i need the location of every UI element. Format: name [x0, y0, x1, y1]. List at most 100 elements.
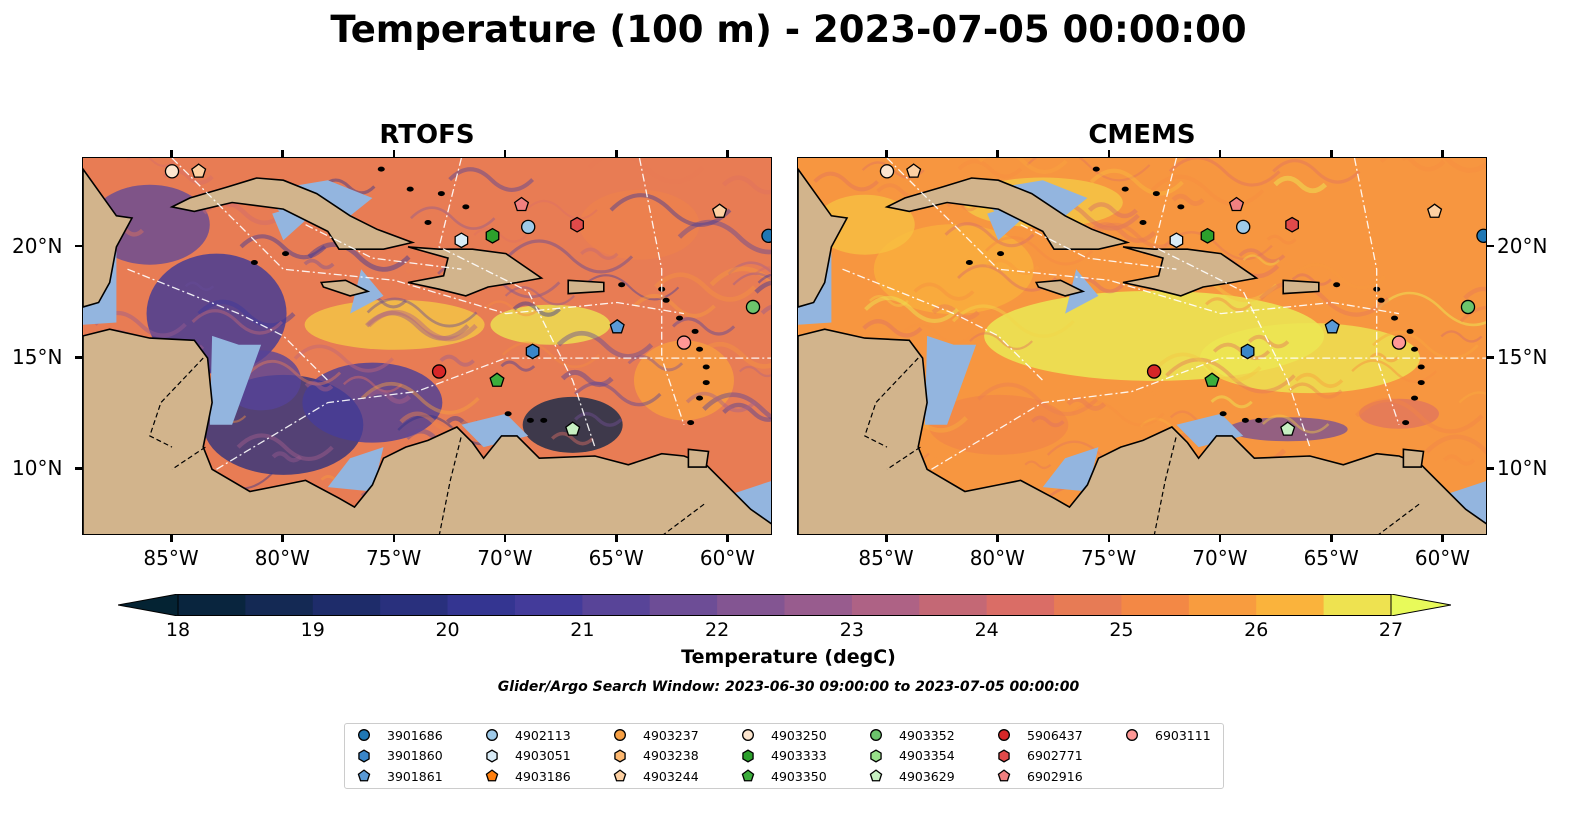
country-border [1378, 502, 1422, 534]
platform-marker[interactable] [191, 163, 207, 178]
eddy-swirl [1351, 359, 1438, 383]
platform-marker[interactable] [454, 232, 469, 249]
x-tick-label: 80°W [969, 546, 1025, 570]
platform-marker[interactable] [1240, 343, 1255, 360]
land-mass [798, 167, 849, 308]
tick-mark [1487, 244, 1494, 248]
land-mass [1402, 448, 1425, 468]
platform-marker[interactable] [1476, 228, 1487, 244]
platform-marker[interactable] [525, 343, 540, 360]
x-tick-label: 65°W [588, 546, 644, 570]
eddy-swirl [1291, 273, 1332, 286]
y-tick-label: 15°N [1497, 345, 1548, 370]
tick-mark [1330, 150, 1333, 157]
eddy-swirl [1242, 254, 1280, 266]
tick-mark [392, 150, 396, 157]
circle-marker-icon [998, 729, 1010, 741]
platform-marker[interactable] [676, 335, 692, 350]
platform-marker[interactable] [1235, 219, 1251, 235]
eddy-swirl [580, 247, 619, 260]
platform-marker[interactable] [565, 421, 581, 436]
platform-marker[interactable] [1460, 299, 1476, 315]
colorbar-tick-label: 19 [300, 619, 325, 641]
tick-mark [1487, 356, 1494, 359]
hexagon-marker-icon [742, 748, 754, 763]
island [462, 204, 470, 210]
panel-title-cmems: CMEMS [1088, 120, 1196, 150]
temperature-patch [302, 362, 443, 443]
legend-label: 6902916 [1027, 768, 1083, 784]
hexagon-marker-icon [614, 748, 626, 763]
temperature-patch [873, 224, 1034, 315]
eddy-swirl [1459, 306, 1486, 323]
tick-mark [885, 535, 888, 542]
land-mass [884, 177, 1131, 250]
tick-mark [1218, 150, 1222, 157]
legend-label: 4903629 [899, 768, 955, 784]
eddy-swirl [1369, 352, 1399, 363]
circle-marker-icon [486, 729, 498, 741]
eddy-swirl [977, 382, 1099, 416]
island [1411, 395, 1419, 401]
tick-mark [1487, 467, 1494, 470]
platform-marker[interactable] [1426, 203, 1443, 218]
colorbar-bin [447, 594, 516, 616]
colorbar-bin [1188, 594, 1257, 616]
platform-marker[interactable] [1391, 335, 1407, 350]
colorbar-bin [851, 594, 920, 616]
legend-entry: 4903350 [739, 767, 827, 785]
platform-marker[interactable] [761, 228, 772, 244]
platform-marker[interactable] [879, 164, 895, 179]
eddy-swirl [1379, 158, 1446, 172]
land-mass [83, 167, 134, 308]
platform-marker[interactable] [520, 219, 536, 235]
eddy-swirl [1238, 248, 1286, 263]
platform-marker[interactable] [609, 318, 625, 334]
platform-marker[interactable] [489, 372, 505, 387]
hexagon-marker-icon [998, 748, 1010, 763]
platform-marker[interactable] [1280, 421, 1296, 436]
platform-marker[interactable] [164, 164, 180, 179]
island [282, 251, 290, 257]
platform-marker[interactable] [1324, 318, 1340, 334]
platform-marker[interactable] [745, 299, 761, 315]
land-mass [83, 328, 771, 534]
platform-marker[interactable] [1204, 372, 1220, 387]
tick-mark [503, 150, 507, 157]
platform-marker[interactable] [431, 364, 447, 379]
eddy-swirl [944, 222, 1035, 248]
colorbar-tick-label: 25 [1109, 619, 1134, 641]
eddy-swirl [969, 332, 1033, 350]
circle-marker-icon [614, 729, 626, 741]
island [1139, 219, 1147, 225]
island [618, 282, 626, 288]
platform-marker[interactable] [1228, 196, 1245, 212]
platform-marker[interactable] [1200, 227, 1215, 244]
eddy-swirl [685, 391, 757, 413]
island [1402, 420, 1410, 426]
platform-marker[interactable] [906, 163, 922, 178]
platform-marker[interactable] [570, 216, 584, 233]
eddy-swirl [1288, 382, 1343, 399]
legend-label: 4903352 [899, 727, 955, 743]
eddy-swirl [722, 402, 771, 422]
platform-marker[interactable] [1169, 232, 1184, 249]
platform-marker[interactable] [711, 203, 728, 218]
platform-marker[interactable] [485, 227, 500, 244]
country-border [438, 435, 462, 534]
eddy-swirl [1026, 158, 1151, 182]
tick-mark [75, 356, 82, 359]
eddy-swirl [1291, 263, 1386, 290]
platform-marker[interactable] [1146, 364, 1162, 379]
eddy-swirl [1261, 414, 1330, 434]
tick-mark [281, 535, 284, 542]
platform-marker[interactable] [513, 196, 530, 212]
island [540, 417, 548, 423]
shelf-area [327, 447, 384, 492]
colorbar-extend-high [1390, 593, 1452, 617]
eez-boundary [216, 357, 771, 470]
colorbar-bin [312, 594, 381, 616]
eddy-swirl [366, 297, 478, 328]
platform-marker[interactable] [1285, 216, 1299, 233]
circle-marker-icon [1126, 729, 1138, 741]
